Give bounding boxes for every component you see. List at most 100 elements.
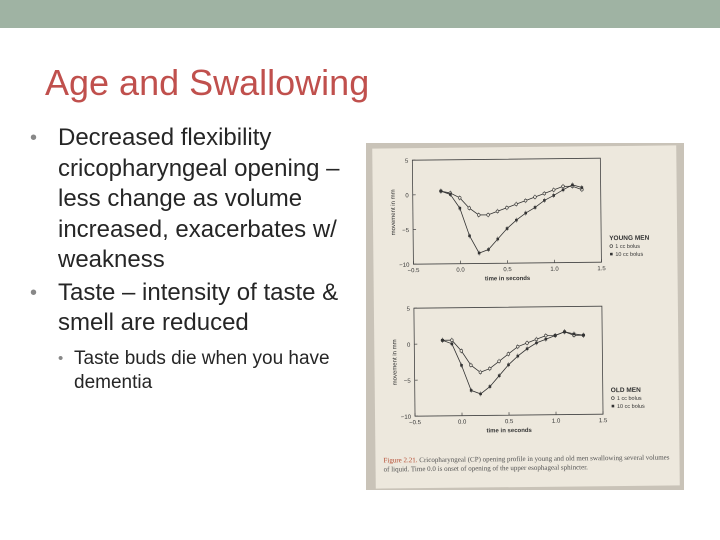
data-point-filled bbox=[563, 330, 566, 334]
group-label: OLD MEN bbox=[611, 387, 641, 394]
x-tick-label: 0.5 bbox=[503, 267, 512, 273]
y-tick-label: 0 bbox=[405, 193, 409, 199]
figure-photo: 5 0 −5 −10 −0.5 0.0 0.5 1.0 1.5 time in seconds mo… bbox=[366, 143, 684, 490]
series-line bbox=[440, 185, 583, 216]
caption-text: Cricopharyngeal (CP) opening profile in … bbox=[383, 453, 670, 474]
bullet-text: Taste – intensity of taste & smell are r… bbox=[58, 278, 339, 337]
y-tick-label: 5 bbox=[405, 159, 409, 165]
data-point-open bbox=[525, 341, 529, 345]
data-point-filled bbox=[468, 234, 471, 238]
data-point-filled bbox=[533, 206, 537, 209]
data-point-filled bbox=[571, 183, 574, 187]
x-tick-label: 0.0 bbox=[458, 420, 467, 426]
data-point-open bbox=[523, 198, 528, 203]
legend-label: 1 cc bolus bbox=[615, 244, 640, 250]
x-tick-label: 1.5 bbox=[597, 266, 606, 272]
data-point-open bbox=[459, 349, 464, 353]
data-point-open bbox=[533, 195, 537, 199]
plot-frame bbox=[413, 305, 604, 417]
data-point-filled bbox=[469, 389, 473, 392]
legend-label: 10 cc bolus bbox=[617, 404, 645, 410]
data-point-open bbox=[497, 359, 501, 363]
data-point-filled bbox=[543, 199, 546, 202]
series-line bbox=[442, 331, 584, 373]
data-point-filled bbox=[487, 248, 490, 251]
data-point-filled bbox=[524, 211, 528, 215]
data-point-open bbox=[458, 196, 462, 200]
bullet-marker: • bbox=[30, 281, 38, 304]
data-point-filled bbox=[477, 251, 481, 255]
figure-caption: Figure 2.21. Cricopharyngeal (CP) openin… bbox=[383, 453, 673, 474]
series-line bbox=[440, 184, 582, 254]
x-tick-label: 0.0 bbox=[456, 268, 465, 274]
data-point-open bbox=[516, 344, 520, 349]
sub-bullet-text: Taste buds die when you have dementia bbox=[74, 347, 330, 393]
data-point-filled bbox=[561, 188, 565, 192]
data-point-open bbox=[469, 363, 473, 367]
data-point-open bbox=[467, 206, 471, 210]
x-axis-label: time in seconds bbox=[485, 276, 531, 282]
data-point-open bbox=[505, 206, 509, 210]
x-tick-label: −0.5 bbox=[409, 420, 422, 426]
plot-frame bbox=[411, 157, 602, 265]
legend-marker-filled bbox=[610, 252, 613, 256]
bullet-marker: • bbox=[58, 349, 64, 367]
y-tick-label: 5 bbox=[407, 307, 411, 313]
caption-figure-number: Figure 2.21. bbox=[383, 456, 418, 465]
data-point-filled bbox=[450, 342, 454, 346]
x-tick-label: 1.0 bbox=[550, 267, 559, 273]
data-point-filled bbox=[439, 189, 443, 193]
data-point-filled bbox=[572, 332, 576, 336]
y-tick-label: −5 bbox=[402, 228, 410, 234]
x-tick-label: 1.5 bbox=[599, 418, 608, 424]
data-point-open bbox=[450, 338, 454, 342]
y-tick-label: −5 bbox=[404, 379, 412, 385]
data-point-filled bbox=[488, 385, 492, 388]
data-point-open bbox=[544, 333, 548, 338]
data-point-filled bbox=[552, 194, 556, 197]
data-point-filled bbox=[582, 333, 585, 337]
data-point-filled bbox=[507, 363, 510, 367]
data-point-filled bbox=[525, 347, 529, 351]
data-point-open bbox=[486, 213, 490, 217]
series-line bbox=[442, 331, 584, 395]
data-point-filled bbox=[441, 338, 444, 342]
top-bar bbox=[0, 0, 720, 28]
data-point-open bbox=[542, 191, 547, 196]
y-tick-label: 0 bbox=[407, 343, 411, 349]
y-axis-label: movement in mm bbox=[392, 339, 398, 385]
data-point-open bbox=[551, 188, 556, 192]
legend-label: 10 cc bolus bbox=[615, 252, 643, 258]
y-tick-label: −10 bbox=[399, 263, 410, 269]
data-point-filled bbox=[448, 193, 452, 196]
bullet-list: • Decreased flexibility cricopharyngeal … bbox=[30, 123, 360, 395]
legend-marker-filled bbox=[611, 404, 615, 408]
data-point-filled bbox=[497, 374, 501, 377]
legend-marker-open bbox=[609, 244, 613, 248]
data-point-open bbox=[477, 213, 481, 217]
sub-bullet-item: • Taste buds die when you have dementia bbox=[30, 347, 360, 395]
data-point-open bbox=[506, 352, 511, 356]
data-point-open bbox=[478, 370, 483, 374]
x-tick-label: 1.0 bbox=[552, 419, 561, 425]
group-label: YOUNG MEN bbox=[609, 235, 649, 242]
data-point-filled bbox=[580, 186, 584, 189]
data-point-open bbox=[488, 366, 492, 371]
bullet-item: • Decreased flexibility cricopharyngeal … bbox=[30, 123, 360, 276]
data-point-filled bbox=[496, 237, 500, 241]
legend-label: 1 cc bolus bbox=[617, 396, 642, 402]
bullet-marker: • bbox=[30, 127, 38, 149]
data-point-filled bbox=[544, 337, 548, 341]
x-tick-label: −0.5 bbox=[408, 268, 421, 274]
data-point-filled bbox=[460, 363, 463, 367]
data-point-filled bbox=[516, 354, 520, 358]
data-point-filled bbox=[505, 227, 509, 230]
data-point-open bbox=[534, 337, 539, 341]
bullet-item: • Taste – intensity of taste & smell are… bbox=[30, 278, 360, 339]
x-axis-label: time in seconds bbox=[486, 428, 532, 434]
data-point-filled bbox=[553, 334, 557, 337]
slide-title: Age and Swallowing bbox=[45, 62, 370, 103]
bullet-text: Decreased flexibility cricopharyngeal op… bbox=[58, 124, 340, 273]
data-point-filled bbox=[535, 341, 538, 345]
